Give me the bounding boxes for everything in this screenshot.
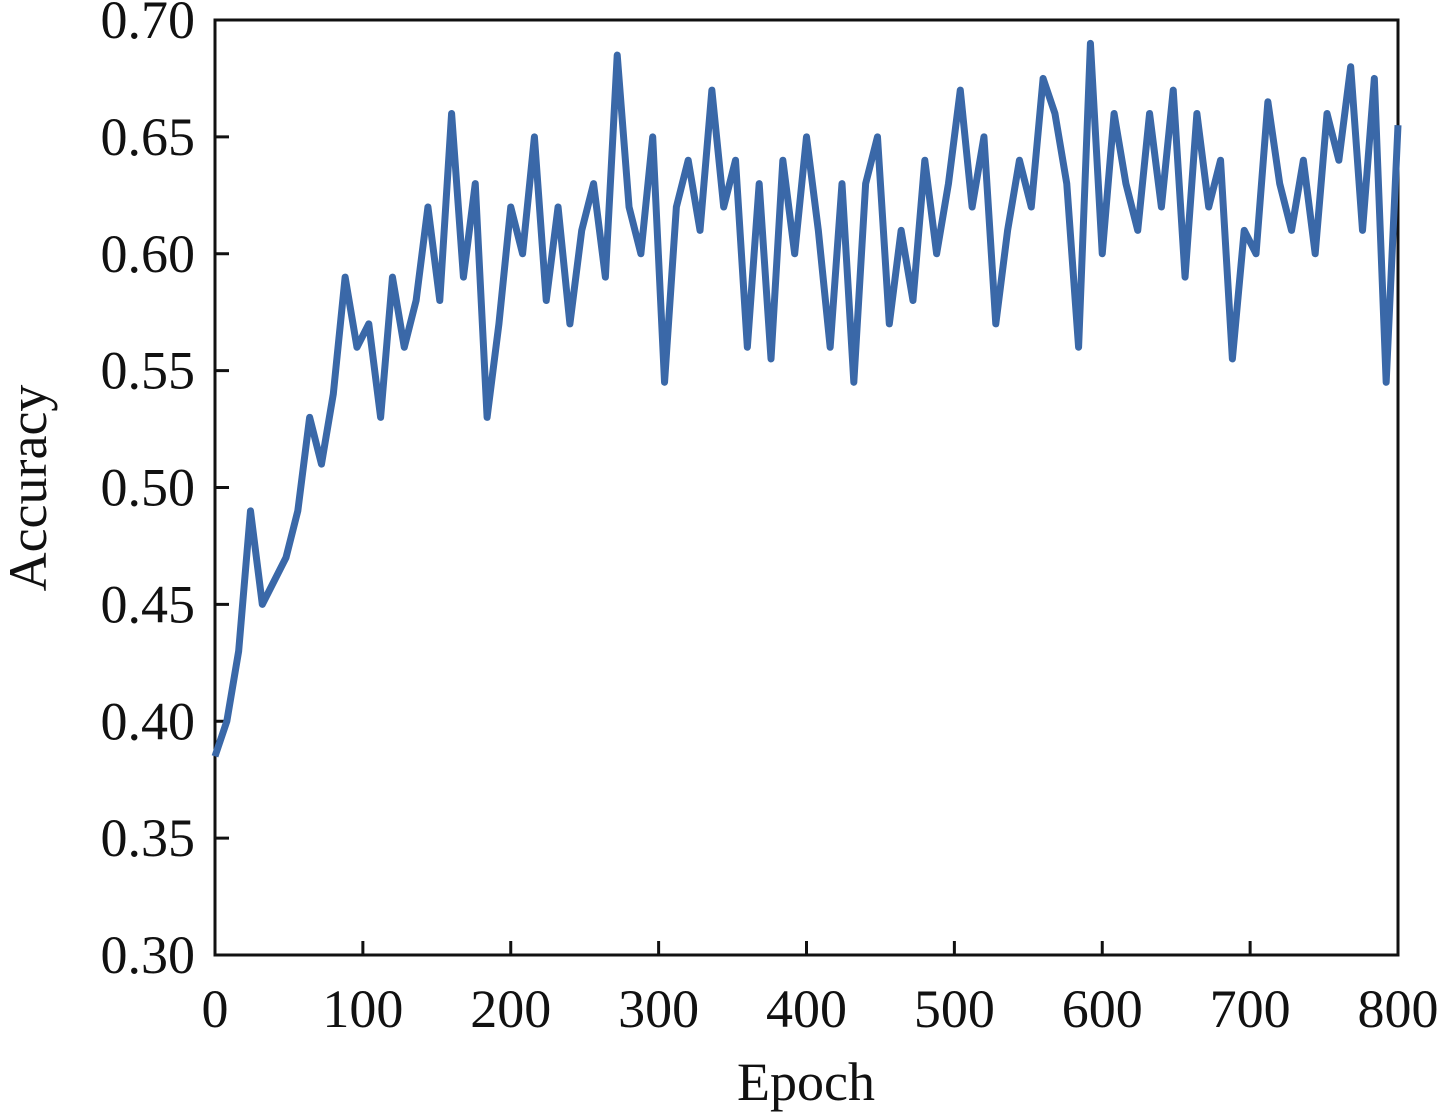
y-tick-label: 0.65 (101, 107, 196, 167)
x-tick-label: 100 (322, 979, 403, 1039)
y-tick-label: 0.70 (101, 0, 196, 50)
x-axis-label: Epoch (737, 1052, 875, 1112)
x-tick-label: 600 (1062, 979, 1143, 1039)
y-tick-label: 0.50 (101, 458, 196, 518)
x-tick-label: 200 (470, 979, 551, 1039)
x-tick-label: 0 (202, 979, 229, 1039)
y-tick-label: 0.60 (101, 224, 196, 284)
x-tick-label: 800 (1358, 979, 1439, 1039)
y-tick-label: 0.45 (101, 574, 196, 634)
y-axis-label: Accuracy (0, 385, 58, 592)
x-tick-label: 500 (914, 979, 995, 1039)
x-tick-label: 700 (1210, 979, 1291, 1039)
x-tick-label: 300 (618, 979, 699, 1039)
data-line (211, 39, 1402, 758)
y-tick-label: 0.40 (101, 691, 196, 751)
y-tick-label: 0.55 (101, 341, 196, 401)
x-tick-label: 400 (766, 979, 847, 1039)
y-tick-label: 0.30 (101, 925, 196, 985)
y-tick-label: 0.35 (101, 808, 196, 868)
